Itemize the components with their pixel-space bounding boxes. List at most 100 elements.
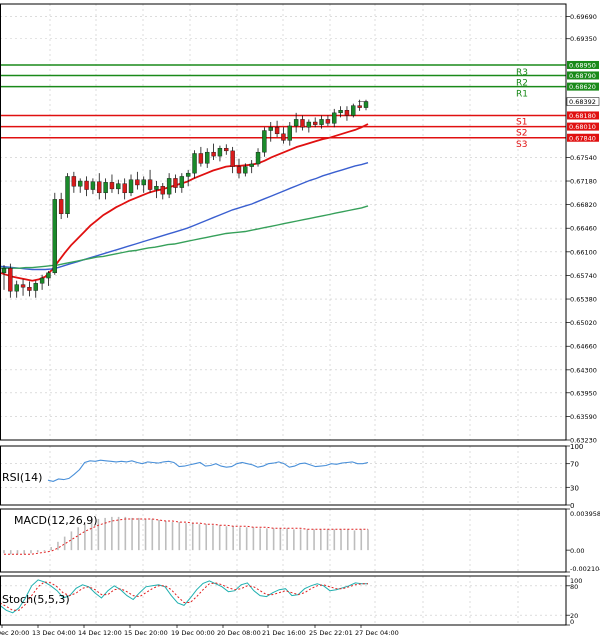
candle-bull xyxy=(46,272,51,279)
candle-bull xyxy=(166,178,172,195)
level-tag-r3 xyxy=(567,60,599,69)
candle-bear xyxy=(8,268,13,292)
candle-bull xyxy=(116,183,121,190)
time-tick-label: 15 Dec 20:00 xyxy=(124,629,168,637)
stoch-grid xyxy=(0,576,566,625)
candle-bear xyxy=(84,180,89,190)
candle-bull xyxy=(179,176,185,188)
candle-bull xyxy=(128,179,134,194)
panel-frame-price xyxy=(0,3,567,441)
candle-bull xyxy=(141,179,146,186)
candles xyxy=(1,99,369,298)
level-tag-value: 0.67840 xyxy=(569,134,596,142)
candle-bear xyxy=(281,133,286,141)
stoch-main-series xyxy=(0,579,368,614)
level-tag-s3 xyxy=(567,133,599,142)
candle-bear xyxy=(230,150,235,167)
time-tick-label: 20 Dec 08:00 xyxy=(217,629,261,637)
price-tick-label: 0.65020 xyxy=(570,319,597,327)
candle-bull xyxy=(1,268,7,274)
candle-bear xyxy=(122,183,127,194)
price-tick-label: 0.66100 xyxy=(570,248,597,256)
candle-bull xyxy=(319,119,324,125)
candle-bull xyxy=(332,112,337,124)
rsi-tick-label: 100 xyxy=(570,443,583,451)
candle-bear xyxy=(135,179,140,186)
level-tag-value: 0.68010 xyxy=(569,123,596,131)
candle-bull xyxy=(217,148,223,157)
candle-bull xyxy=(90,181,96,190)
candle-bear xyxy=(211,151,216,157)
current-price-box xyxy=(566,97,600,106)
macd-histogram xyxy=(3,516,369,555)
price-tick-label: 0.66460 xyxy=(570,225,597,233)
time-tick-label: 19 Dec 00:00 xyxy=(171,629,215,637)
candle-bear xyxy=(312,121,318,125)
candle-bull xyxy=(185,172,191,177)
price-tick-label: 0.69690 xyxy=(570,13,597,21)
macd-tick-label: 0.003958 xyxy=(570,510,600,518)
level-tag-value: 0.68620 xyxy=(569,83,596,91)
price-tick-label: 0.65740 xyxy=(570,272,597,280)
candle-bull xyxy=(192,153,197,174)
stoch-tick-label: 0 xyxy=(570,618,574,626)
candle-bear xyxy=(160,186,165,195)
candle-bull xyxy=(65,176,70,215)
candle-bear xyxy=(58,199,64,215)
level-name-s2: S2 xyxy=(516,129,527,139)
candle-bull xyxy=(287,125,292,141)
stoch-signal-series xyxy=(0,581,368,611)
candle-bear xyxy=(300,119,305,128)
level-tag-value: 0.68790 xyxy=(569,72,596,80)
stoch-tick-label: 100 xyxy=(570,577,582,585)
time-tick-label: Dec 20:00 xyxy=(0,629,29,637)
candle-bull xyxy=(39,277,45,284)
level-tag-value: 0.68180 xyxy=(569,112,596,120)
price-axis: 0.69690 0.69350 0.67540 0.67180 0.66820 0.664… xyxy=(566,13,597,445)
macd-tick-label: -0.002104 xyxy=(570,565,600,573)
price-tick-label: 0.63230 xyxy=(570,437,597,445)
ma-line-slow xyxy=(0,205,369,269)
panel-frame-stoch xyxy=(0,575,567,626)
price-tick-label: 0.64660 xyxy=(570,343,597,351)
candle-bull xyxy=(243,166,248,174)
time-tick-label: 21 Dec 16:00 xyxy=(262,629,306,637)
price-tick-label: 0.67540 xyxy=(570,154,597,162)
rsi-tick-label: 70 xyxy=(570,461,579,469)
rsi-series xyxy=(47,459,369,482)
time-tick-label: 14 Dec 12:00 xyxy=(78,629,122,637)
candle-bull xyxy=(351,105,356,116)
time-tick-label: 13 Dec 04:00 xyxy=(32,629,76,637)
price-tick-label: 0.67180 xyxy=(570,178,597,186)
price-tick-label: 0.64300 xyxy=(570,366,597,374)
candle-bull xyxy=(268,127,273,131)
candle-bull xyxy=(363,101,369,108)
candle-bear xyxy=(71,176,77,187)
current-price-tag: 0.68392 xyxy=(566,97,600,106)
candle-bull xyxy=(255,151,261,165)
candle-bear xyxy=(147,179,153,190)
candle-bear xyxy=(236,166,242,174)
candle-bear xyxy=(109,182,115,190)
price-tick-label: 0.66820 xyxy=(570,201,597,209)
candle-bear xyxy=(224,148,229,152)
candle-bear xyxy=(173,178,178,188)
current-price-value: 0.68392 xyxy=(569,98,596,106)
candle-bear xyxy=(198,153,204,164)
level-price-tags: 0.68950 0.68790 0.68620 0.68180 0.68010 0.678… xyxy=(567,60,599,142)
candle-bear xyxy=(274,127,280,135)
candle-bear xyxy=(27,287,32,291)
stoch-label: Stoch(5,5,3) xyxy=(2,593,70,606)
price-grid xyxy=(0,4,566,441)
time-tick-label: 27 Dec 04:00 xyxy=(355,629,399,637)
candle-bear xyxy=(325,119,331,124)
candle-bear xyxy=(97,181,102,194)
level-name-s1: S1 xyxy=(516,117,527,127)
level-tag-s2 xyxy=(567,122,599,131)
level-name-r2: R2 xyxy=(516,78,528,88)
rsi-line xyxy=(47,459,369,482)
stoch-tick-label: 80 xyxy=(570,583,578,591)
rsi-axis: 100 70 30 0 xyxy=(566,443,583,510)
